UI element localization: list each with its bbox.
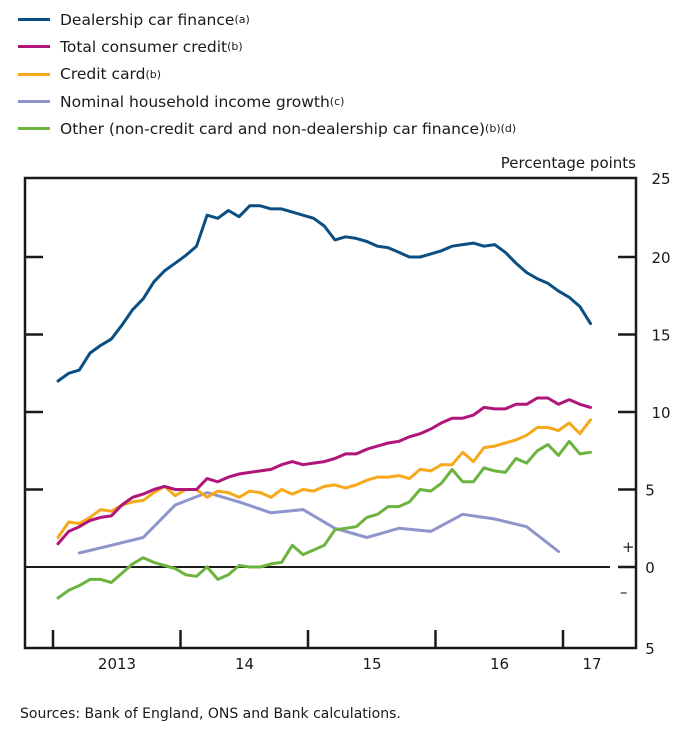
legend-label: Other (non-credit card and non-dealershi… [60,119,486,138]
legend-swatch [18,72,50,76]
legend-swatch [18,127,50,131]
legend-swatch [18,18,50,22]
legend-footnote: (a) [234,13,250,27]
legend-label: Credit card [60,65,146,84]
legend-item-dealership: Dealership car finance (a) [18,6,516,33]
x-tick-label: 17 [582,655,601,673]
legend-item-other: Other (non-credit card and non-dealershi… [18,115,516,142]
y-tick-label: 10 [651,404,670,422]
y-tick-label: 5 [645,640,655,658]
x-tick-label: 14 [235,655,254,673]
series-line-total [56,396,592,546]
legend-item-credit-card: Credit card (b) [18,61,516,88]
legend-label: Dealership car finance [60,10,235,29]
plus-sign-label: + [622,538,635,556]
legend-item-total-consumer-credit: Total consumer credit (b) [18,33,516,60]
legend-swatch [18,45,50,49]
series-line-other [56,439,592,600]
legend-footnote: (b) [145,67,162,81]
legend-footnote: (b) [227,40,243,54]
y-tick-label: 0 [645,559,655,577]
y-tick-label: 20 [651,249,670,267]
series-line-income [77,491,560,555]
series-line-card [56,418,592,539]
legend-label: Total consumer credit [60,37,228,56]
x-tick-label: 15 [362,655,381,673]
x-tick-label: 16 [490,655,509,673]
legend-item-income-growth: Nominal household income growth (c) [18,88,516,115]
legend-label: Nominal household income growth [60,92,330,111]
y-tick-label: 25 [651,170,670,188]
source-note: Sources: Bank of England, ONS and Bank c… [20,706,401,722]
legend: Dealership car finance (a) Total consumer… [18,6,516,142]
x-tick-label: 2013 [98,655,136,673]
minus-sign-label: – [620,583,628,601]
y-tick-label: 5 [645,482,655,500]
y-axis-label: Percentage points [501,154,636,172]
legend-footnote: (c) [329,95,345,109]
series-line-dealership [56,204,592,383]
y-tick-label: 15 [651,327,670,345]
legend-footnote: (b)(d) [485,122,517,136]
legend-swatch [18,100,50,104]
